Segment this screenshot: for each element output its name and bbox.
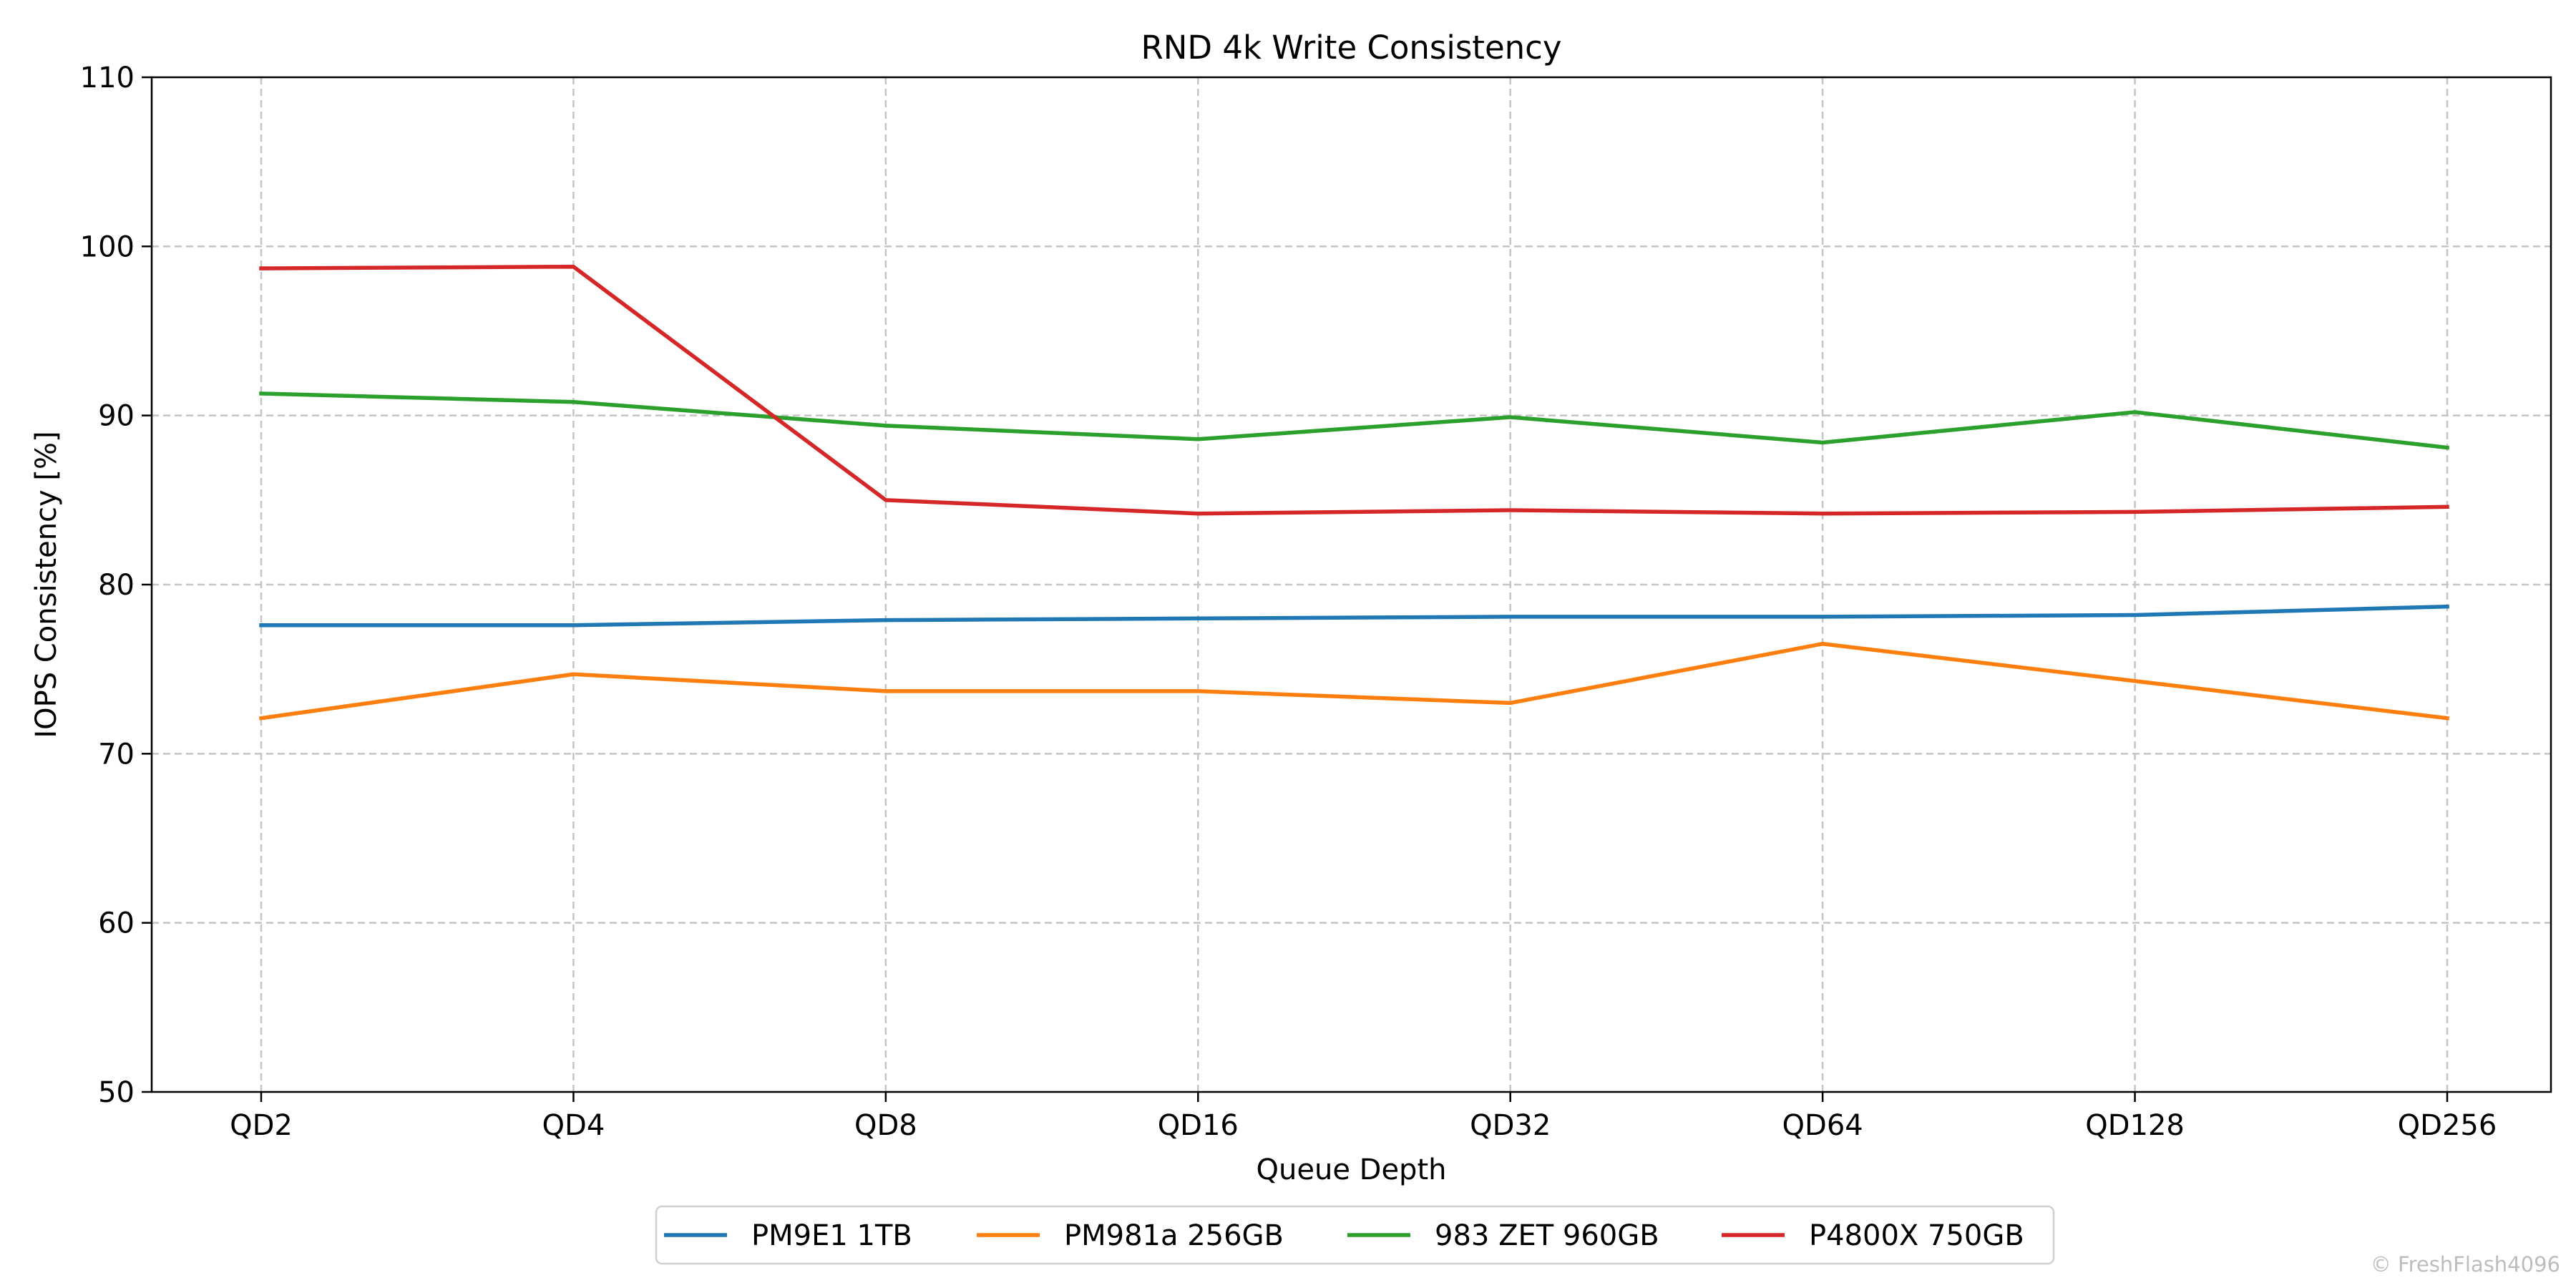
x-tick-label: QD16 bbox=[1158, 1109, 1239, 1142]
y-axis-label: IOPS Consistency [%] bbox=[30, 431, 63, 738]
legend: PM9E1 1TB PM981a 256GB 983 ZET 960GB P4800X… bbox=[655, 1205, 2055, 1265]
x-tick-label: QD2 bbox=[230, 1109, 293, 1142]
y-tick-label: 90 bbox=[98, 400, 135, 433]
y-tick-label: 70 bbox=[98, 738, 135, 771]
chart-title: RND 4k Write Consistency bbox=[1141, 29, 1561, 67]
x-tick-label: QD128 bbox=[2085, 1109, 2185, 1142]
x-tick-label: QD64 bbox=[1782, 1109, 1863, 1142]
x-tick-label: QD4 bbox=[542, 1109, 605, 1142]
x-tick-label: QD8 bbox=[854, 1109, 917, 1142]
legend-label: 983 ZET 960GB bbox=[1435, 1219, 1659, 1252]
x-tick-label: QD256 bbox=[2398, 1109, 2497, 1142]
x-axis-label: Queue Depth bbox=[1257, 1153, 1447, 1186]
y-tick-label: 100 bbox=[80, 230, 135, 263]
series-lines bbox=[258, 264, 2450, 721]
legend-label: PM9E1 1TB bbox=[751, 1219, 912, 1252]
y-tick-label: 110 bbox=[80, 62, 135, 94]
series-line bbox=[259, 604, 2449, 628]
y-tick-label: 50 bbox=[98, 1076, 135, 1109]
gridlines bbox=[152, 77, 2551, 1092]
y-tick-label: 60 bbox=[98, 907, 135, 940]
axis-ticks: QD2 QD4 QD8 QD16 QD32 QD64 QD128 QD256 50 60 70 80 9… bbox=[80, 62, 2497, 1142]
series-line bbox=[258, 641, 2450, 721]
x-tick-label: QD32 bbox=[1470, 1109, 1551, 1142]
legend-label: PM981a 256GB bbox=[1064, 1219, 1284, 1252]
series-line bbox=[259, 391, 2450, 450]
legend-label: P4800X 750GB bbox=[1809, 1219, 2024, 1252]
y-tick-label: 80 bbox=[98, 569, 135, 602]
watermark: © FreshFlash4096 bbox=[2370, 1252, 2560, 1277]
series-line bbox=[259, 264, 2449, 516]
